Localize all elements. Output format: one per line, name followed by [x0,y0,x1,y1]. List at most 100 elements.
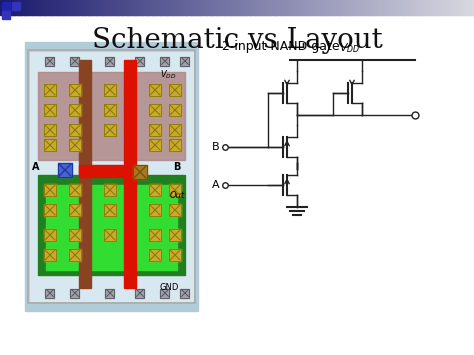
Bar [353,0,356,15]
Bar [66,0,70,15]
Bar [389,0,392,15]
Bar [187,0,191,15]
Bar [38,175,185,275]
Bar [275,0,278,15]
Bar [384,0,387,15]
Bar [2,2,10,10]
Bar [209,0,212,15]
Bar [104,204,116,216]
Bar [121,0,124,15]
Bar [90,0,93,15]
Bar [344,0,347,15]
Bar [261,0,264,15]
Bar [180,0,183,15]
Bar [44,84,56,96]
Bar [393,0,397,15]
Bar [301,0,304,15]
Bar [341,0,345,15]
Bar [44,229,56,241]
Bar [220,0,224,15]
Bar [169,139,181,151]
Bar [104,204,116,216]
Bar [149,204,161,216]
Bar [422,0,425,15]
Bar [9,0,13,15]
Bar [45,0,48,15]
Bar [169,139,181,151]
Bar [417,0,420,15]
Bar [149,139,161,151]
Bar [69,0,72,15]
Bar [206,0,210,15]
Bar [169,104,181,116]
Bar [365,0,368,15]
Bar [19,0,22,15]
Bar [133,0,136,15]
Bar [315,0,319,15]
Bar [396,0,399,15]
Bar [38,72,185,160]
Bar [44,104,56,116]
Bar [46,289,55,297]
Bar [446,0,449,15]
Bar [230,0,233,15]
Bar [424,0,428,15]
Bar [46,56,55,66]
Bar [47,0,51,15]
Bar [130,0,134,15]
Bar [169,84,181,96]
Bar [223,0,226,15]
Bar [213,0,217,15]
Bar [415,0,418,15]
Bar [197,0,200,15]
Bar [273,0,276,15]
Bar [2,0,6,15]
Bar [339,0,342,15]
Bar [346,0,349,15]
Bar [59,0,63,15]
Bar [168,0,172,15]
Bar [237,0,240,15]
Bar [169,124,181,136]
Bar [169,229,181,241]
Bar [169,184,181,196]
Bar [118,0,122,15]
Bar [408,0,411,15]
Bar [254,0,257,15]
Bar [280,0,283,15]
Bar [52,0,55,15]
Bar [69,229,81,241]
Text: B: B [173,162,181,172]
Bar [166,0,169,15]
Bar [79,165,136,177]
Bar [85,0,89,15]
Bar [327,0,330,15]
Bar [239,0,243,15]
Bar [104,84,116,96]
Bar [14,0,18,15]
Bar [225,0,228,15]
Bar [73,0,77,15]
Bar [2,11,10,19]
Bar [147,0,150,15]
Bar [149,139,161,151]
Bar [412,0,416,15]
Bar [69,249,81,261]
Bar [169,204,181,216]
Bar [431,0,435,15]
Bar [114,0,117,15]
Bar [348,0,352,15]
Bar [356,0,359,15]
Bar [320,0,323,15]
Bar [149,204,161,216]
Bar [185,0,188,15]
Bar [313,0,316,15]
Bar [111,0,115,15]
Bar [104,104,116,116]
Bar [69,104,81,116]
Bar [69,124,81,136]
Bar [325,0,328,15]
Bar [268,0,271,15]
Bar [69,104,81,116]
Bar [43,0,46,15]
